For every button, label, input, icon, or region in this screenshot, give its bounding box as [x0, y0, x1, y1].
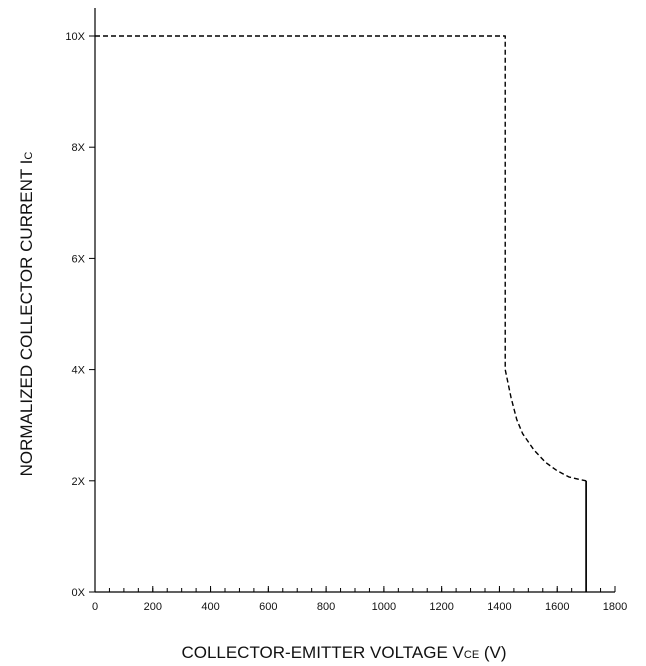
x-axis-title: COLLECTOR-EMITTER VOLTAGE VCE (V) — [181, 643, 506, 662]
y-tick-label: 6X — [72, 253, 86, 265]
y-axis-title-subscript: C — [23, 152, 35, 160]
y-axis-title: NORMALIZED COLLECTOR CURRENT IC — [17, 152, 36, 477]
x-tick-label: 600 — [259, 601, 277, 613]
x-tick-label: 1800 — [603, 601, 627, 613]
x-tick-label: 200 — [144, 601, 162, 613]
series-layer — [95, 35, 587, 592]
x-axis-title-main: COLLECTOR-EMITTER VOLTAGE V — [181, 643, 464, 662]
x-axis-title-subscript: CE — [464, 649, 479, 661]
y-axis-title-main: NORMALIZED COLLECTOR CURRENT I — [17, 160, 36, 477]
x-tick-label: 1000 — [372, 601, 396, 613]
y-tick-label: 10X — [65, 31, 85, 43]
y-tick-label: 8X — [72, 142, 86, 154]
y-tick-label: 0X — [72, 587, 86, 599]
x-tick-label: 1600 — [545, 601, 569, 613]
x-axis-title-suffix: (V) — [479, 643, 506, 662]
axes-layer — [94, 8, 615, 593]
x-tick-label: 0 — [92, 601, 98, 613]
ticks-layer: 0 200 400 600 800 1000 1200 1400 1600 1800 0X 2X 4X 6… — [65, 31, 627, 613]
soa-boundary-dashed-line — [95, 35, 587, 482]
y-tick-label: 2X — [72, 476, 86, 488]
x-tick-label: 800 — [317, 601, 335, 613]
y-tick-label: 4X — [72, 365, 86, 377]
x-tick-label: 1200 — [429, 601, 453, 613]
x-tick-label: 400 — [201, 601, 219, 613]
x-tick-label: 1400 — [487, 601, 511, 613]
